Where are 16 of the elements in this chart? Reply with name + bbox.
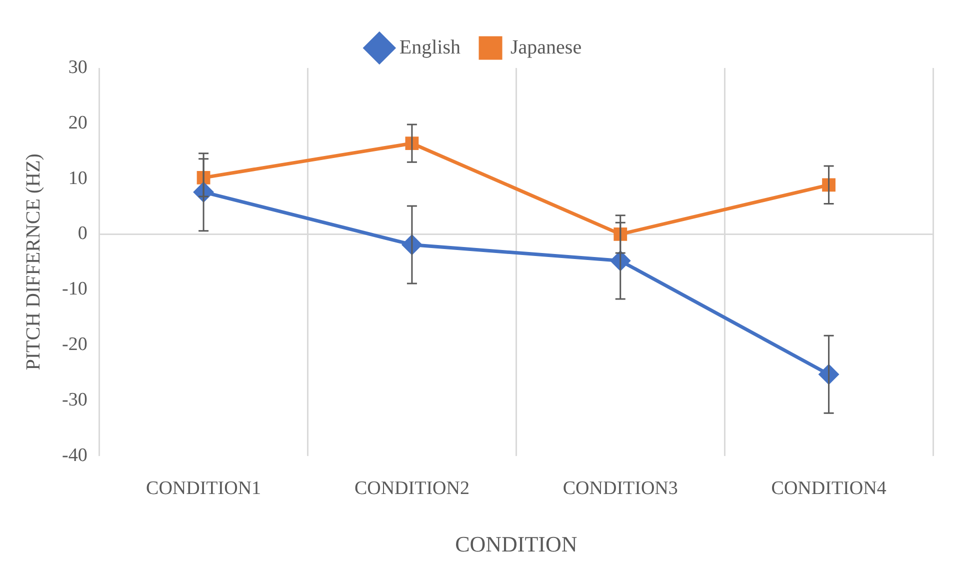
- x-tick-label: CONDITION3: [562, 478, 678, 500]
- legend-label: English: [399, 36, 461, 58]
- y-tick-label: 20: [68, 112, 88, 134]
- y-tick-label: -30: [62, 389, 88, 410]
- x-tick-label: CONDITION2: [354, 478, 470, 500]
- y-tick-label: -10: [62, 278, 88, 300]
- x-tick-label: CONDITION1: [146, 478, 262, 500]
- x-tick-label: CONDITION4: [771, 478, 887, 500]
- x-axis-title: CONDITION: [455, 532, 578, 557]
- y-tick-label: -20: [62, 334, 88, 355]
- y-tick-label: -40: [62, 444, 88, 466]
- y-tick-label: 0: [78, 223, 88, 244]
- y-axis-title: PITCH DIFFERNCE (HZ): [22, 154, 44, 370]
- legend-label: Japanese: [510, 36, 582, 58]
- y-tick-label: 30: [68, 56, 88, 78]
- y-tick-label: 10: [68, 168, 88, 189]
